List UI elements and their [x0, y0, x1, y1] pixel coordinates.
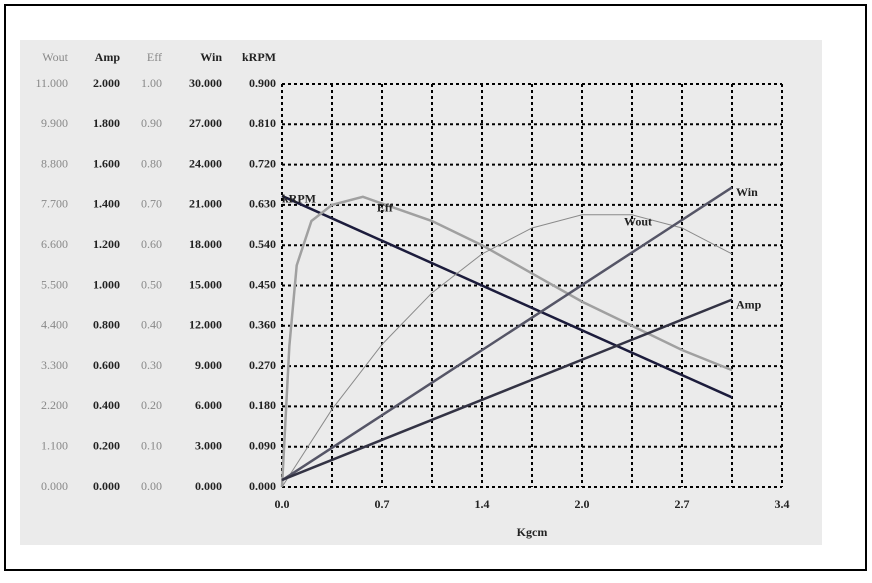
y-tick-label: 0.000	[195, 479, 222, 493]
y-tick-label: 18.000	[189, 237, 222, 251]
y-tick-label: 1.600	[93, 156, 120, 170]
y-tick-label: 0.180	[249, 398, 276, 412]
y-axis-title: Eff	[147, 50, 162, 64]
series-label: Wout	[624, 215, 652, 229]
y-tick-label: 24.000	[189, 156, 222, 170]
y-tick-label: 0.270	[249, 358, 276, 372]
y-tick-label: 9.000	[195, 358, 222, 372]
x-tick-label: 3.4	[775, 497, 790, 511]
y-axis-title: Wout	[42, 50, 68, 64]
y-tick-label: 27.000	[189, 116, 222, 130]
y-tick-label: 0.80	[141, 156, 162, 170]
y-tick-label: 0.50	[141, 277, 162, 291]
y-tick-label: 6.000	[195, 398, 222, 412]
y-tick-label: 1.400	[93, 197, 120, 211]
y-tick-label: 0.00	[141, 479, 162, 493]
y-tick-label: 0.900	[249, 76, 276, 90]
y-tick-label: 0.400	[93, 398, 120, 412]
y-axis-title: Amp	[95, 50, 121, 64]
y-tick-label: 0.60	[141, 237, 162, 251]
x-tick-label: 0.0	[275, 497, 290, 511]
y-tick-label: 1.00	[141, 76, 162, 90]
series-line	[281, 186, 733, 482]
y-tick-label: 0.10	[141, 438, 162, 452]
y-tick-label: 0.000	[41, 479, 68, 493]
x-tick-label: 0.7	[375, 497, 390, 511]
y-tick-label: 0.90	[141, 116, 162, 130]
y-tick-label: 1.200	[93, 237, 120, 251]
y-tick-label: 5.500	[41, 277, 68, 291]
series-label: Eff	[377, 201, 394, 215]
y-axis-title: Win	[200, 50, 222, 64]
y-tick-label: 0.090	[249, 438, 276, 452]
y-tick-label: 3.000	[195, 438, 222, 452]
y-tick-label: 7.700	[41, 197, 68, 211]
y-tick-label: 8.800	[41, 156, 68, 170]
y-tick-label: 0.000	[93, 479, 120, 493]
y-tick-label: 11.000	[35, 76, 68, 90]
y-tick-label: 21.000	[189, 197, 222, 211]
y-tick-label: 0.800	[93, 318, 120, 332]
series-line	[281, 194, 733, 399]
y-tick-label: 0.000	[249, 479, 276, 493]
y-tick-label: 9.900	[41, 116, 68, 130]
y-tick-label: 0.30	[141, 358, 162, 372]
y-axis-title: kRPM	[242, 50, 276, 64]
y-tick-label: 1.100	[41, 438, 68, 452]
y-tick-label: 0.40	[141, 318, 162, 332]
y-tick-label: 0.360	[249, 318, 276, 332]
y-tick-label: 2.200	[41, 398, 68, 412]
x-tick-label: 2.7	[675, 497, 690, 511]
y-tick-label: 3.300	[41, 358, 68, 372]
y-tick-label: 15.000	[189, 277, 222, 291]
series-line	[280, 195, 733, 488]
y-tick-label: 0.70	[141, 197, 162, 211]
series-label: Win	[736, 185, 758, 199]
y-tick-label: 0.630	[249, 197, 276, 211]
y-tick-label: 0.540	[249, 237, 276, 251]
series-label: Amp	[736, 297, 762, 311]
y-tick-label: 0.200	[93, 438, 120, 452]
y-tick-label: 0.450	[249, 277, 276, 291]
y-tick-label: 30.000	[189, 76, 222, 90]
x-tick-label: 2.0	[575, 497, 590, 511]
y-tick-label: 1.800	[93, 116, 120, 130]
y-tick-label: 0.810	[249, 116, 276, 130]
y-tick-label: 0.720	[249, 156, 276, 170]
y-tick-label: 6.600	[41, 237, 68, 251]
series-line	[281, 214, 733, 488]
series-line	[281, 298, 733, 482]
y-tick-label: 1.000	[93, 277, 120, 291]
y-tick-label: 0.20	[141, 398, 162, 412]
x-axis-label: Kgcm	[517, 525, 548, 539]
y-tick-label: 2.000	[93, 76, 120, 90]
series-label: kRPM	[282, 192, 316, 206]
y-tick-label: 0.600	[93, 358, 120, 372]
x-tick-label: 1.4	[475, 497, 490, 511]
y-tick-label: 12.000	[189, 318, 222, 332]
y-tick-label: 4.400	[41, 318, 68, 332]
